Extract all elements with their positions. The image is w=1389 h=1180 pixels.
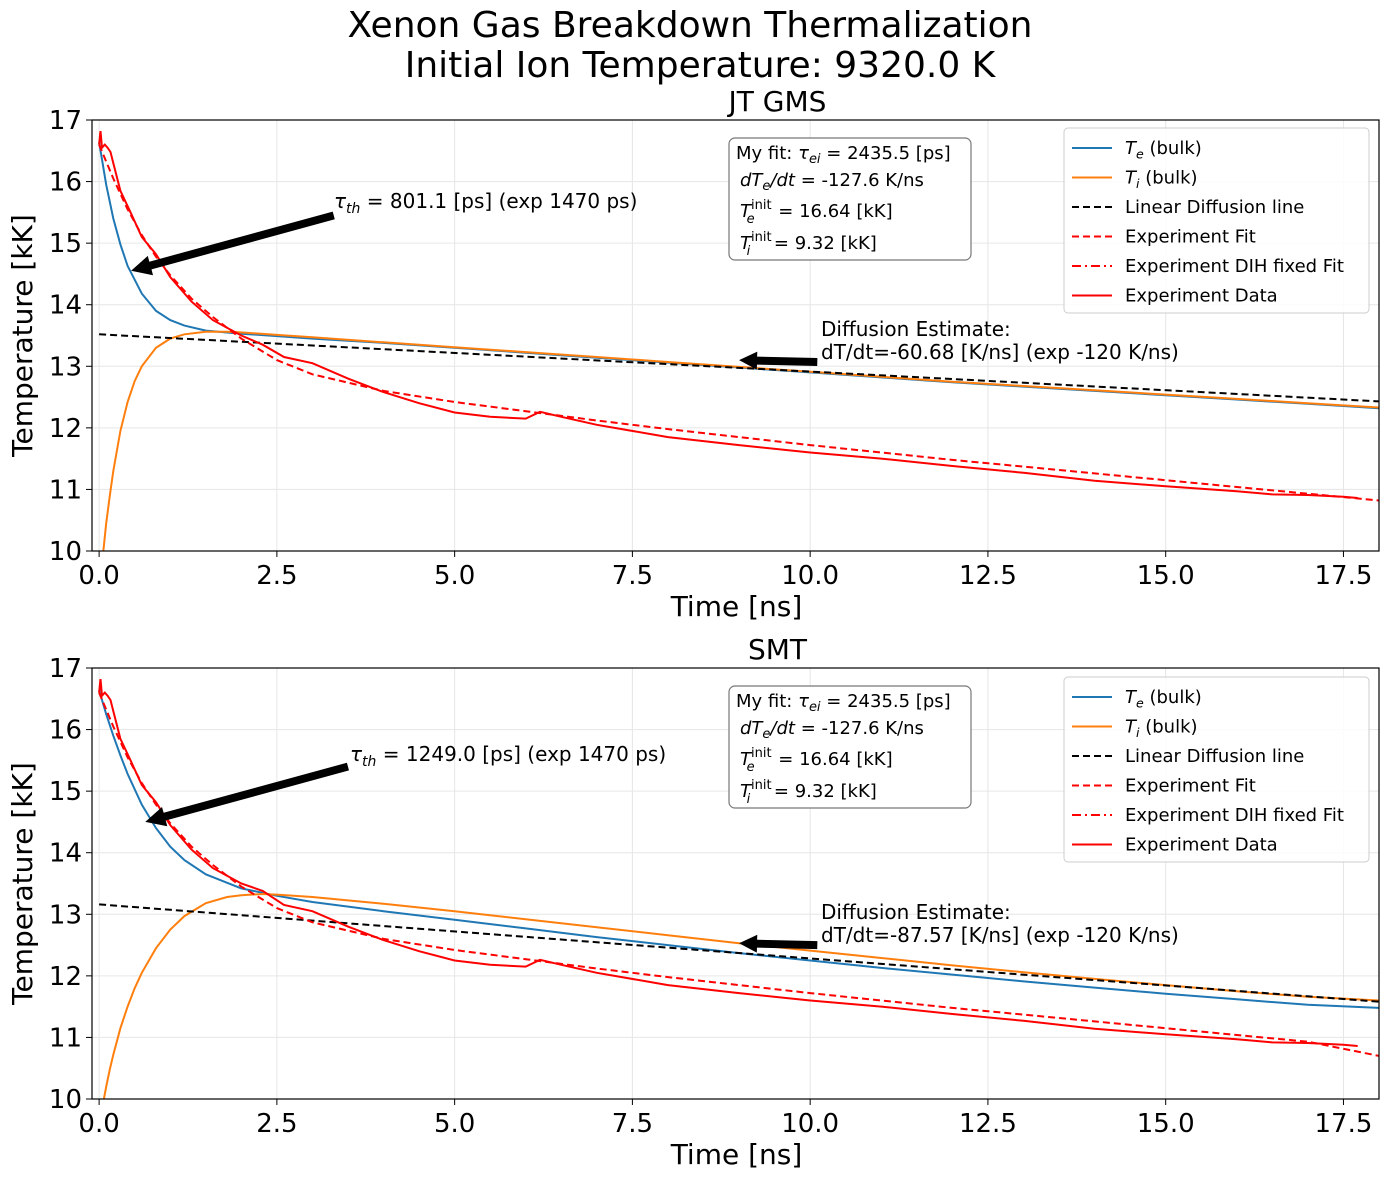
x-tick-label: 0.0 xyxy=(78,561,119,591)
diffusion-arrow xyxy=(739,351,818,370)
axes-frame xyxy=(91,667,1380,1100)
x-tick-label: 10.0 xyxy=(781,561,839,591)
y-tick-label: 14 xyxy=(49,839,82,869)
fit-ti-init: Tinit i = 9.32 [kK] xyxy=(740,778,877,807)
y-tick-label: 14 xyxy=(49,291,82,321)
x-tick-label: 10.0 xyxy=(781,1109,839,1139)
x-axis-label: Time [ns] xyxy=(670,1138,803,1171)
fit-te-init: Tinit e = 16.64 [kK] xyxy=(740,746,893,775)
series-line-experiment-fit xyxy=(98,692,1379,1057)
x-tick-label: 7.5 xyxy=(612,1109,653,1139)
y-tick-label: 16 xyxy=(49,716,82,746)
y-tick-label: 11 xyxy=(49,475,82,505)
plot-area xyxy=(98,130,1379,551)
legend-label: Ti (bulk) xyxy=(1125,717,1198,741)
y-tick-label: 15 xyxy=(49,229,82,259)
fit-tau-ei: My fit: τei = 2435.5 [ps] xyxy=(736,691,951,715)
legend: Te (bulk) Ti (bulk) Linear Diffusion line E… xyxy=(1063,676,1370,863)
diffusion-estimate-title: Diffusion Estimate: xyxy=(821,317,1011,341)
panel-title: JT GMS xyxy=(727,85,827,118)
fit-info-box: My fit: τei = 2435.5 [ps] dTe/dt = -127.6… xyxy=(728,685,972,809)
panel-jt-gms: 0.0 2.5 5.0 7.5 10.0 12.5 15.0 17.5 10 11 12 13 14 15… xyxy=(6,85,1380,623)
series-line-t-i-bulk- xyxy=(102,892,1379,1099)
legend-label: Experiment Fit xyxy=(1125,776,1256,797)
legend-label: Te (bulk) xyxy=(1125,687,1202,711)
suptitle-line-2: Initial Ion Temperature: 9320.0 K xyxy=(405,45,997,86)
legend: Te (bulk) Ti (bulk) Linear Diffusion line E… xyxy=(1063,127,1370,314)
x-tick-label: 2.5 xyxy=(256,561,297,591)
series-line-linear-diffusion-line xyxy=(99,903,1379,1003)
x-tick-label: 12.5 xyxy=(959,1109,1017,1139)
x-tick-label: 2.5 xyxy=(256,1109,297,1139)
plot-area xyxy=(98,678,1379,1099)
panel-title: SMT xyxy=(748,633,808,666)
series-line-experiment-fit xyxy=(98,144,1379,502)
legend-label: Experiment DIH fixed Fit xyxy=(1125,805,1344,826)
y-axis-label: Temperature [kK] xyxy=(6,214,39,458)
diffusion-estimate-value: dT/dt=-60.68 [K/ns] (exp -120 K/ns) xyxy=(821,340,1179,364)
fit-te-init: Tinit e = 16.64 [kK] xyxy=(740,198,893,227)
diffusion-estimate-title: Diffusion Estimate: xyxy=(821,900,1011,924)
tau-arrow xyxy=(131,211,335,276)
y-axis-label: Temperature [kK] xyxy=(6,762,39,1006)
tau-th-annotation: τth = 1249.0 [ps] (exp 1470 ps) xyxy=(350,742,666,770)
diffusion-estimate-value: dT/dt=-87.57 [K/ns] (exp -120 K/ns) xyxy=(821,923,1179,947)
series-line-t-i-bulk- xyxy=(102,330,1379,551)
panel-smt: 0.0 2.5 5.0 7.5 10.0 12.5 15.0 17.5 10 11 12 13 14 15… xyxy=(6,633,1380,1171)
y-tick-label: 10 xyxy=(49,1085,82,1115)
series-line-experiment-data xyxy=(98,130,1358,499)
series-line-t-e-bulk- xyxy=(98,689,1379,1009)
fit-tau-ei: My fit: τei = 2435.5 [ps] xyxy=(736,143,951,167)
legend-label: Te (bulk) xyxy=(1125,138,1202,162)
fit-info-box: My fit: τei = 2435.5 [ps] dTe/dt = -127.6… xyxy=(728,137,972,261)
y-tick-label: 10 xyxy=(49,537,82,567)
fit-dte-dt: dTe/dt = -127.6 K/ns xyxy=(740,718,924,742)
y-tick-label: 16 xyxy=(49,168,82,198)
legend-label: Experiment DIH fixed Fit xyxy=(1125,256,1344,277)
x-tick-label: 12.5 xyxy=(959,561,1017,591)
y-tick-label: 11 xyxy=(49,1023,82,1053)
x-tick-label: 5.0 xyxy=(434,1109,475,1139)
suptitle-line-1: Xenon Gas Breakdown Thermalization xyxy=(348,5,1033,46)
legend-label: Linear Diffusion line xyxy=(1125,197,1304,218)
x-axis-label: Time [ns] xyxy=(670,590,803,623)
x-tick-label: 17.5 xyxy=(1315,1109,1373,1139)
legend-label: Linear Diffusion line xyxy=(1125,746,1304,767)
diffusion-arrow xyxy=(739,934,818,953)
legend-label: Experiment Data xyxy=(1125,286,1278,307)
x-tick-label: 7.5 xyxy=(612,561,653,591)
y-tick-label: 13 xyxy=(49,352,82,382)
tau-arrow xyxy=(145,762,349,827)
x-tick-label: 17.5 xyxy=(1315,561,1373,591)
tau-th-annotation: τth = 801.1 [ps] (exp 1470 ps) xyxy=(334,189,637,217)
series-line-linear-diffusion-line xyxy=(99,333,1379,403)
legend-label: Ti (bulk) xyxy=(1125,168,1198,192)
x-tick-label: 15.0 xyxy=(1137,561,1195,591)
legend-label: Experiment Data xyxy=(1125,835,1278,856)
fit-dte-dt: dTe/dt = -127.6 K/ns xyxy=(740,170,924,194)
x-tick-label: 15.0 xyxy=(1137,1109,1195,1139)
y-tick-label: 12 xyxy=(49,414,82,444)
y-tick-label: 15 xyxy=(49,777,82,807)
y-tick-label: 17 xyxy=(49,654,82,684)
series-line-experiment-data xyxy=(98,678,1358,1047)
x-tick-label: 0.0 xyxy=(78,1109,119,1139)
y-tick-label: 12 xyxy=(49,962,82,992)
legend-label: Experiment Fit xyxy=(1125,227,1256,248)
y-tick-label: 13 xyxy=(49,900,82,930)
axes-frame xyxy=(91,119,1380,552)
y-tick-label: 17 xyxy=(49,106,82,136)
x-tick-label: 5.0 xyxy=(434,561,475,591)
fit-ti-init: Tinit i = 9.32 [kK] xyxy=(740,230,877,259)
